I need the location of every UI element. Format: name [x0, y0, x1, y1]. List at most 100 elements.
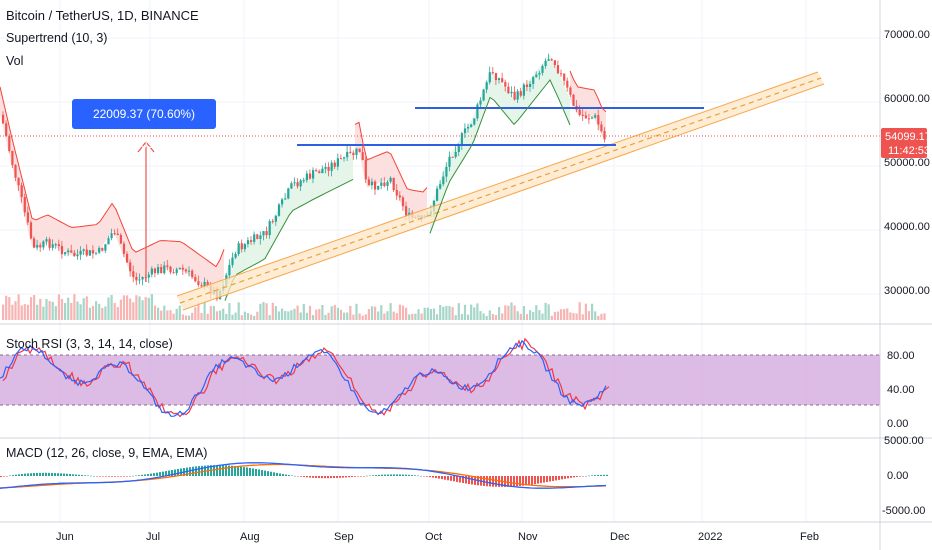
time-axis[interactable]: Jun Jul Aug Sep Oct Nov Dec 2022 Feb — [56, 531, 819, 543]
volume-legend[interactable]: Vol — [6, 54, 24, 68]
candle-body — [67, 250, 70, 253]
candle-body — [82, 249, 85, 251]
macd-hist-bar — [447, 476, 449, 481]
candle-body — [346, 151, 349, 158]
macd-hist-bar — [135, 475, 137, 477]
volume-bar — [256, 311, 259, 320]
time-label: Jun — [56, 531, 74, 543]
volume-bar — [318, 309, 321, 320]
macd-hist-bar — [120, 476, 122, 477]
macd-hist-bar — [117, 476, 119, 477]
candle-body — [274, 215, 277, 222]
volume-bar — [485, 315, 488, 320]
macd-hist-bar — [426, 476, 428, 477]
volume-bar — [389, 303, 392, 320]
macd-hist-bar — [273, 472, 275, 476]
candle-body — [333, 162, 336, 167]
candle-body — [460, 133, 463, 146]
candle-body — [364, 160, 367, 180]
volume-bar — [101, 307, 104, 320]
price-axis[interactable]: 70000.00 60000.00 50000.00 40000.00 3000… — [884, 29, 930, 297]
macd-legend[interactable]: MACD (12, 26, close, 9, EMA, EMA) — [6, 446, 208, 460]
candle-body — [39, 245, 42, 248]
volume-bar — [467, 314, 470, 320]
macd-hist-bar — [153, 473, 155, 476]
macd-hist-bar — [168, 470, 170, 476]
volume-bar — [243, 311, 246, 320]
macd-hist-bar — [33, 473, 35, 476]
macd-hist-bar — [162, 471, 164, 476]
volume-bar — [29, 297, 33, 320]
volume-bar — [85, 296, 88, 320]
candle-body — [467, 126, 470, 129]
candle-body — [386, 181, 389, 186]
volume-bar — [395, 313, 398, 320]
macd-hist-bar — [336, 476, 338, 478]
volume-bar — [234, 312, 237, 320]
volume-bar — [432, 308, 436, 320]
volume-bar — [578, 302, 581, 320]
volume-bar — [36, 304, 39, 320]
macd-hist-bar — [60, 473, 62, 476]
candle-body — [566, 80, 569, 88]
macd-hist-bar — [525, 476, 527, 486]
macd-hist-bar — [420, 475, 422, 477]
volume-bar — [408, 314, 411, 320]
supertrend-legend[interactable]: Supertrend (10, 3) — [6, 31, 108, 45]
supertrend-up-line — [429, 79, 571, 234]
macd-hist-bar — [228, 465, 230, 476]
candle-body — [355, 148, 358, 156]
volume-bar — [129, 298, 132, 320]
macd-hist-bar — [597, 475, 599, 476]
macd-hist-bar — [552, 476, 554, 481]
candle-body — [584, 115, 587, 119]
candle-body — [17, 177, 20, 186]
trend-channel-bottom[interactable] — [182, 83, 825, 311]
volume-bar — [203, 302, 206, 320]
candle-body — [175, 269, 178, 274]
macd-hist-bar — [507, 476, 509, 487]
volume-bar — [380, 305, 383, 320]
price-tick: 50000.00 — [884, 157, 930, 169]
volume-bar — [240, 315, 243, 320]
macd-axis[interactable]: 5000.00 0.00 -5000.00 — [882, 435, 925, 517]
volume-bar — [23, 304, 26, 320]
price-tick: 40000.00 — [884, 221, 930, 233]
time-label: Aug — [240, 531, 260, 543]
volume-bar — [339, 309, 343, 320]
stoch-rsi-legend[interactable]: Stoch RSI (3, 3, 14, 14, close) — [6, 337, 173, 351]
macd-hist-bar — [546, 476, 548, 483]
candle-body — [138, 279, 141, 281]
volume-bar — [228, 303, 231, 320]
macd-hist-bar — [63, 473, 65, 476]
candle-body — [5, 123, 8, 137]
macd-hist-bar — [285, 474, 287, 476]
trend-channel-top[interactable] — [176, 71, 819, 297]
macd-hist-bar — [591, 475, 593, 476]
volume-bar — [364, 314, 367, 320]
macd-hist-bar — [549, 476, 551, 482]
macd-hist-bar — [288, 475, 290, 476]
volume-bar — [417, 309, 420, 320]
macd-hist-bar — [231, 465, 233, 476]
candle-body — [448, 156, 451, 167]
candle-body — [451, 156, 454, 158]
volume-bar — [33, 295, 36, 320]
candle-body — [88, 250, 91, 256]
volume-bar — [113, 302, 116, 320]
volume-bar — [597, 315, 600, 320]
candle-body — [510, 91, 513, 94]
candle-body — [231, 257, 234, 265]
stoch-axis[interactable]: 80.00 40.00 0.00 — [887, 350, 915, 430]
macd-hist-bar — [489, 476, 491, 487]
macd-hist-bar — [528, 476, 530, 485]
supertrend-down-line — [354, 121, 428, 193]
volume-bar — [476, 303, 479, 320]
macd-hist-bar — [567, 476, 569, 479]
trend-channel[interactable] — [176, 71, 825, 311]
volume-bar — [231, 314, 234, 320]
trend-channel-fill — [177, 72, 824, 310]
candle-body — [358, 148, 361, 153]
symbol-title[interactable]: Bitcoin / TetherUS, 1D, BINANCE — [6, 8, 199, 23]
